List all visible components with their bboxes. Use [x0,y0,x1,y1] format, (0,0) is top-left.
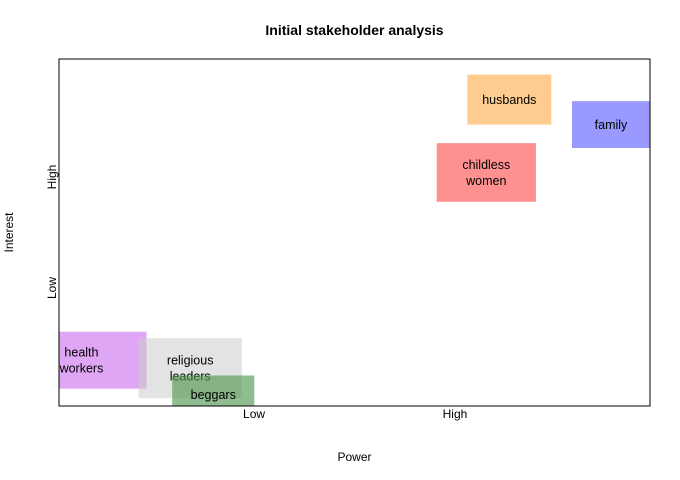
x-tick-label: Low [243,407,265,421]
x-axis-ticks: Low High [243,407,467,421]
stakeholder-beggars: beggars [172,375,255,406]
stakeholder-health-workers: health workers [59,331,147,389]
stakeholder-family: family [571,101,650,149]
chart-title: Initial stakeholder analysis [265,22,443,38]
stakeholder-box [59,331,147,389]
stakeholder-label: childless women [462,158,510,188]
stakeholder-childless-women: childless women [436,143,536,202]
stakeholder-box [436,143,536,202]
y-axis-label: Interest [2,212,16,253]
plot-frame [58,58,651,407]
stakeholder-label: husbands [482,93,536,107]
stakeholder-box [571,101,650,149]
stakeholder-label: family [595,118,628,132]
x-tick-label: High [443,407,468,421]
x-axis-label: Power [337,450,371,464]
stakeholder-husbands: husbands [467,74,552,125]
y-tick-label: Low [45,277,59,299]
stakeholder-label: health workers [59,346,104,376]
stakeholder-box [467,74,552,125]
stakeholder-label: beggars [191,388,236,402]
stakeholder-box [172,375,255,406]
stakeholder-boxes: healthworkersreligiousleadersbeggarschil… [59,74,650,406]
y-axis-ticks: Low High [45,165,59,299]
y-tick-label: High [45,165,59,190]
